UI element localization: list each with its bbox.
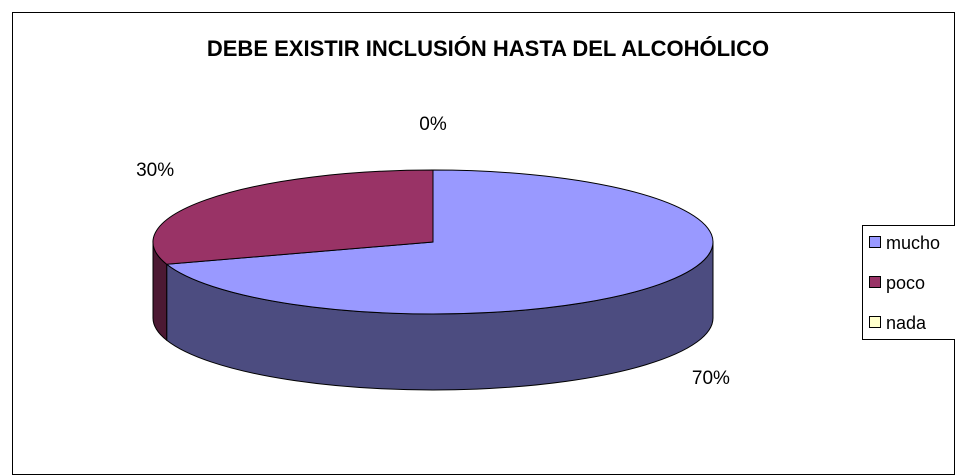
legend-swatch-mucho: [869, 236, 881, 248]
legend-swatch-poco: [869, 276, 881, 288]
pie-slice-poco: [152, 169, 434, 265]
legend: mucho poco nada: [862, 225, 955, 340]
data-label-nada: 0%: [419, 114, 447, 135]
legend-swatch-nada: [869, 316, 881, 328]
data-label-poco: 30%: [136, 160, 174, 181]
chart-title: DEBE EXISTIR INCLUSIÓN HASTA DEL ALCOHÓL…: [207, 36, 769, 61]
data-labels: 70% 30% 0%: [136, 114, 730, 389]
legend-label-mucho: mucho: [886, 233, 940, 253]
pie-3d: [152, 169, 714, 391]
pie-slice-mucho: [165, 169, 714, 315]
legend-label-nada: nada: [886, 313, 927, 333]
data-label-mucho: 70%: [692, 368, 730, 389]
legend-label-poco: poco: [886, 273, 925, 293]
